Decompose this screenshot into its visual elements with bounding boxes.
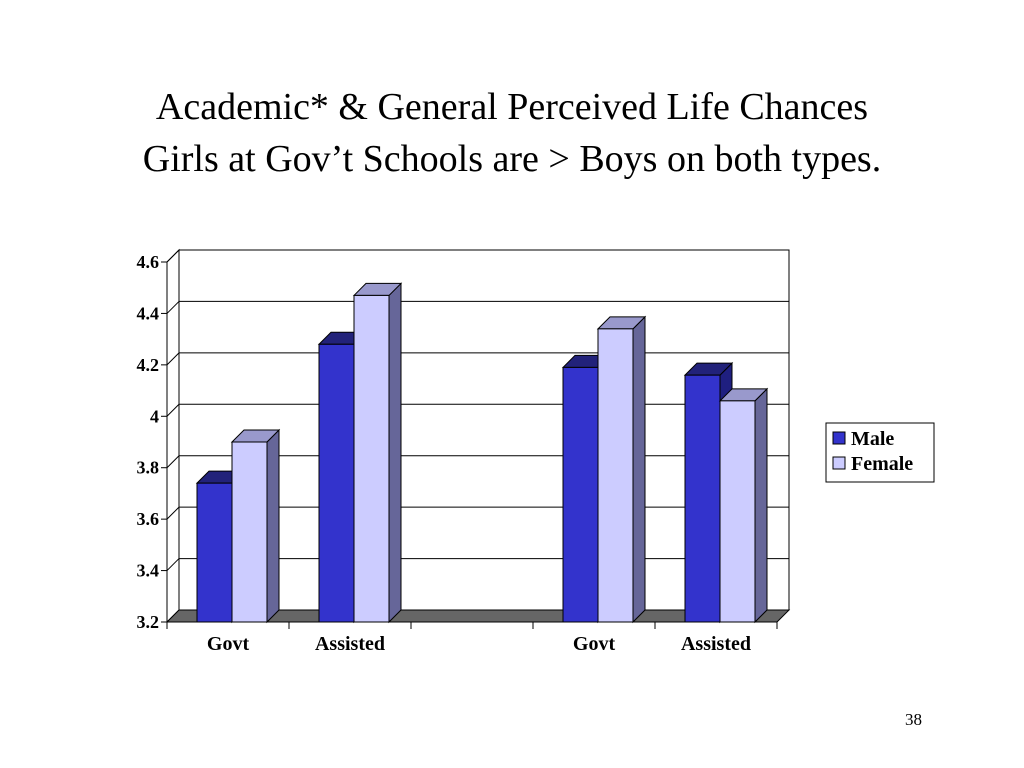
y-tick-label: 4.6 [137,252,160,272]
gridline-side [166,558,180,571]
bar-side [388,282,402,624]
bar-front [353,294,390,623]
legend-label-female: Female [851,453,913,475]
chart-axes: 3.2 3.4 3.6 3.8 4 4.2 4.4 4.6 Govt Assisted Govt As… [137,252,778,655]
chart-legend: Male Female [825,422,935,483]
bar-front [318,343,355,623]
bar-front [231,441,268,623]
bar-front [562,366,599,623]
bar-female-0 [230,428,281,624]
y-tick-label: 3.2 [137,612,160,632]
slide-title-line-1: Academic* & General Perceived Life Chanc… [155,86,869,128]
x-tick-label: Govt [573,633,616,655]
y-tick-label: 4.4 [137,303,160,323]
bar-female-4 [718,387,769,624]
y-tick-label: 4.2 [137,355,160,375]
gridline-side [166,249,180,263]
bar-female-3 [596,315,647,624]
chart-side-wall [166,248,180,624]
bar-front [684,374,721,623]
y-tick-label: 3.6 [137,509,160,529]
legend-swatch-male [832,431,846,445]
x-tick-label: Assisted [681,633,751,655]
slide-number: 38 [905,710,922,729]
y-tick-label: 4 [150,406,159,426]
gridline-side [166,506,180,520]
bar-female-1 [352,282,403,624]
legend-label-male: Male [851,428,894,450]
gridline-side [166,455,180,469]
gridline-side [166,301,180,314]
slide-title-line-2: Girls at Gov’t Schools are > Boys on bot… [142,138,882,180]
bar-front [719,400,756,623]
bar-side [266,428,280,624]
y-tick-label: 3.8 [137,458,160,478]
bar-front [597,328,634,623]
legend-swatch-female [832,456,846,470]
bar-side [632,315,646,624]
gridline-side [166,403,180,417]
gridline-side [166,352,180,366]
x-tick-label: Assisted [315,633,385,655]
bar-side [754,387,768,624]
x-tick-label: Govt [207,633,250,655]
y-tick-label: 3.4 [137,561,160,581]
chart-bars [195,282,769,624]
bar-front [196,482,233,623]
